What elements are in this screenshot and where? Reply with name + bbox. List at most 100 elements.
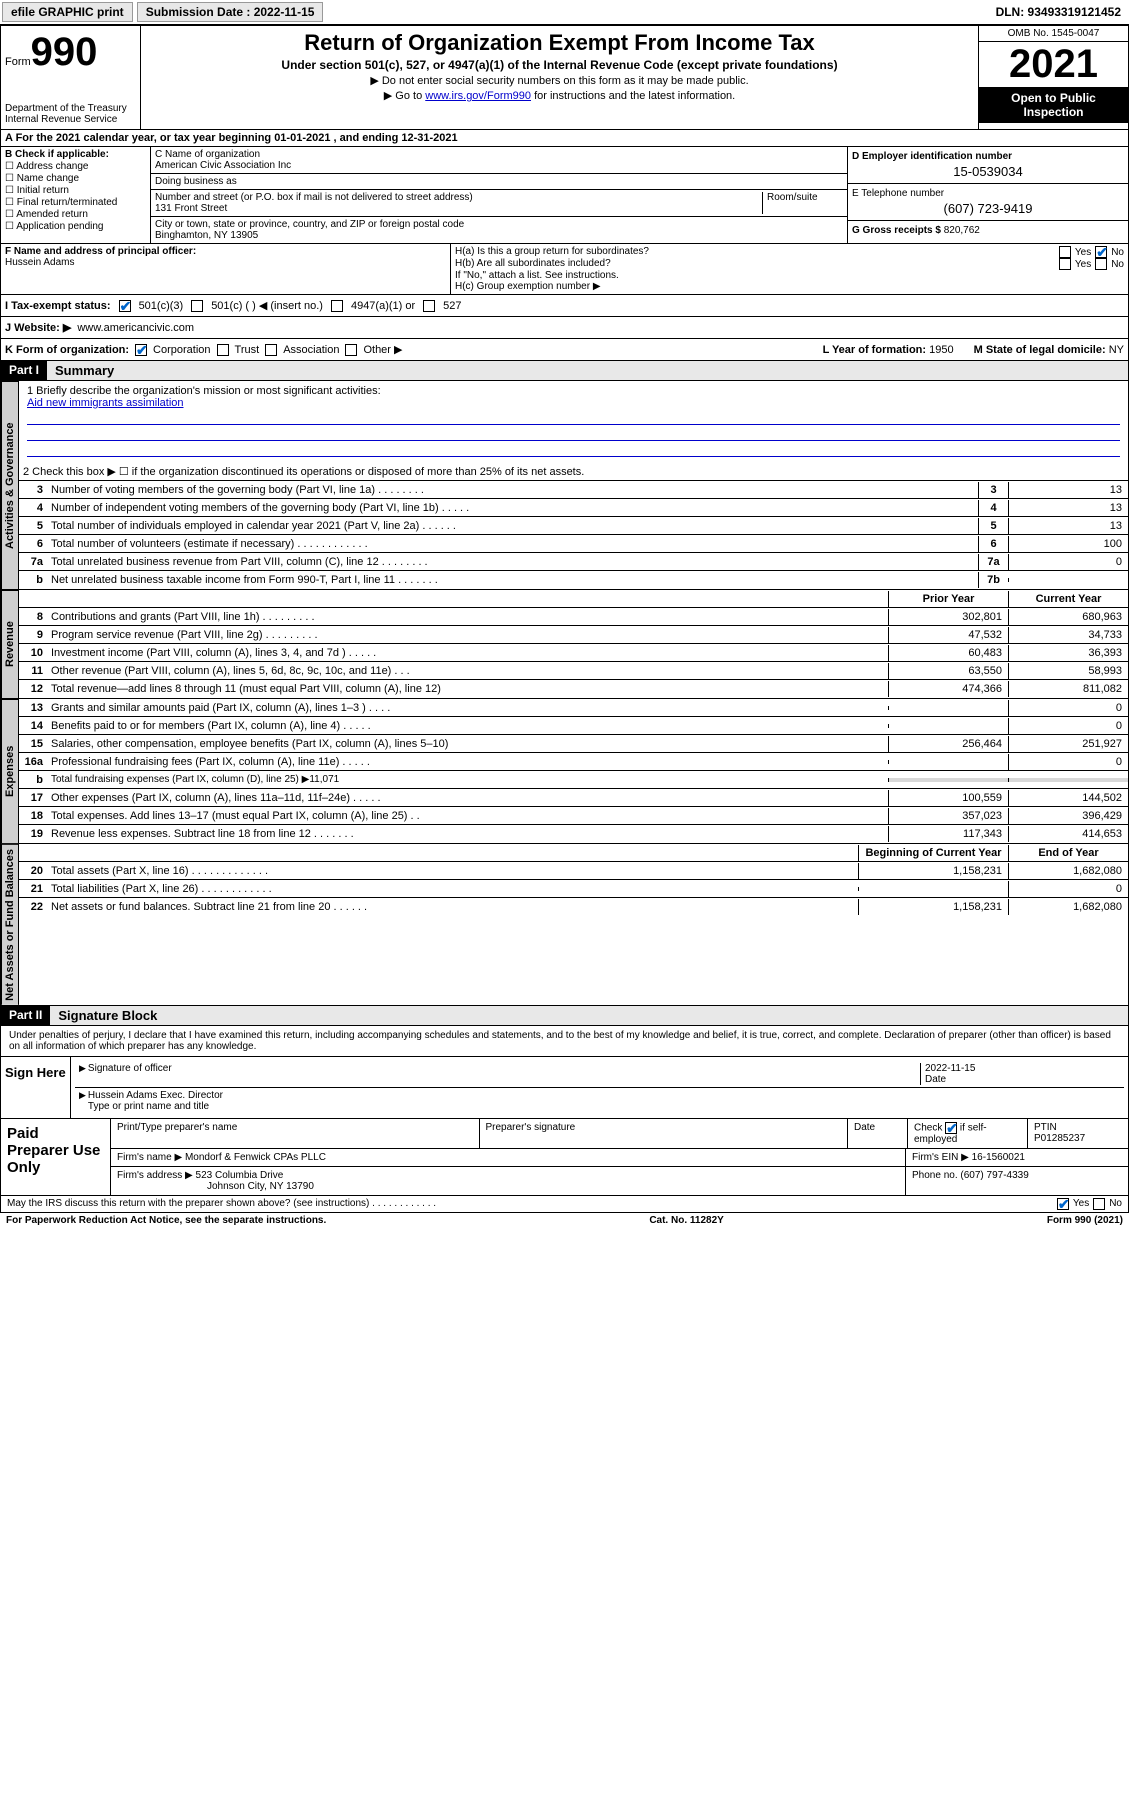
chk-527[interactable] xyxy=(423,300,435,312)
form990-link[interactable]: www.irs.gov/Form990 xyxy=(425,90,531,102)
p22: 1,158,231 xyxy=(858,899,1008,915)
public-inspection-badge: Open to Public Inspection xyxy=(979,87,1128,123)
hb-no-label: No xyxy=(1111,259,1124,270)
chk-assoc[interactable] xyxy=(265,344,277,356)
c19: 414,653 xyxy=(1008,826,1128,842)
firm-addr1: 523 Columbia Drive xyxy=(196,1170,284,1181)
form-subtitle: Under section 501(c), 527, or 4947(a)(1)… xyxy=(149,58,970,72)
chk-4947[interactable] xyxy=(331,300,343,312)
chk-other[interactable] xyxy=(345,344,357,356)
hdr-begin: Beginning of Current Year xyxy=(858,845,1008,861)
blank xyxy=(47,851,858,855)
d10: Investment income (Part VIII, column (A)… xyxy=(47,645,888,661)
chk-self-employed[interactable] xyxy=(945,1122,957,1134)
lbl-501c: 501(c) ( ) ◀ (insert no.) xyxy=(211,299,323,312)
chk-amended[interactable]: ☐ Amended return xyxy=(5,209,146,220)
hdr-prior: Prior Year xyxy=(888,591,1008,607)
state-label: M State of legal domicile: xyxy=(974,344,1106,356)
org-name: American Civic Association Inc xyxy=(155,160,843,171)
chk-initial[interactable]: ☐ Initial return xyxy=(5,185,146,196)
d7b: Net unrelated business taxable income fr… xyxy=(47,572,978,588)
hdr-current: Current Year xyxy=(1008,591,1128,607)
chk-pending[interactable]: ☐ Application pending xyxy=(5,221,146,232)
b5: 5 xyxy=(978,518,1008,534)
n12: 12 xyxy=(19,683,47,695)
note2-pre: ▶ Go to xyxy=(384,90,425,102)
block-h: H(a) Is this a group return for subordin… xyxy=(451,244,1128,294)
korg-row: K Form of organization: Corporation Trus… xyxy=(0,339,1129,361)
governance-section: Activities & Governance 1 Briefly descri… xyxy=(0,381,1129,590)
uline xyxy=(27,443,1120,457)
n18: 18 xyxy=(19,810,47,822)
chk-501c[interactable] xyxy=(191,300,203,312)
phone-value: (607) 723-9419 xyxy=(852,201,1124,216)
p9: 47,532 xyxy=(888,627,1008,643)
uline xyxy=(27,411,1120,425)
n16b: b xyxy=(19,774,47,786)
tax-status-label: I Tax-exempt status: xyxy=(5,300,111,312)
chk-final[interactable]: ☐ Final return/terminated xyxy=(5,197,146,208)
part1-title: Summary xyxy=(47,361,1128,380)
mission-link[interactable]: Aid new immigrants assimilation xyxy=(27,397,184,409)
prep-hdr-row: Print/Type preparer's name Preparer's si… xyxy=(111,1119,1128,1149)
block-b-title: B Check if applicable: xyxy=(5,149,109,160)
discuss-q: May the IRS discuss this return with the… xyxy=(7,1198,436,1210)
phone-label: E Telephone number xyxy=(852,188,944,199)
c12: 811,082 xyxy=(1008,681,1128,697)
p10: 60,483 xyxy=(888,645,1008,661)
org-name-row: C Name of organization American Civic As… xyxy=(151,147,847,174)
d15: Salaries, other compensation, employee b… xyxy=(47,736,888,752)
dba-row: Doing business as xyxy=(151,174,847,190)
lbl-527: 527 xyxy=(443,300,461,312)
p12: 474,366 xyxy=(888,681,1008,697)
b4: 4 xyxy=(978,500,1008,516)
sig-name-label: Type or print name and title xyxy=(88,1101,209,1112)
addr-label: Number and street (or P.O. box if mail i… xyxy=(155,192,758,203)
org-name-label: C Name of organization xyxy=(155,149,843,160)
n11: 11 xyxy=(19,665,47,677)
p18: 357,023 xyxy=(888,808,1008,824)
chk-address[interactable]: ☐ Address change xyxy=(5,161,146,172)
ha-no[interactable] xyxy=(1095,246,1107,258)
n20: 20 xyxy=(19,865,47,877)
discuss-no[interactable] xyxy=(1093,1198,1105,1210)
d21: Total liabilities (Part X, line 26) . . … xyxy=(47,881,858,897)
p20: 1,158,231 xyxy=(858,863,1008,879)
n15: 15 xyxy=(19,738,47,750)
line2: 2 Check this box ▶ ☐ if the organization… xyxy=(19,463,1128,480)
d6: Total number of volunteers (estimate if … xyxy=(47,536,978,552)
chk-name[interactable]: ☐ Name change xyxy=(5,173,146,184)
expenses-section: Expenses 13Grants and similar amounts pa… xyxy=(0,699,1129,844)
p14 xyxy=(888,724,1008,728)
hb-no[interactable] xyxy=(1095,258,1107,270)
firm-phone-label: Phone no. xyxy=(912,1170,958,1181)
form-ref: Form 990 (2021) xyxy=(1047,1215,1123,1226)
ha-yes[interactable] xyxy=(1059,246,1071,258)
year-form-value: 1950 xyxy=(929,344,953,356)
c17: 144,502 xyxy=(1008,790,1128,806)
gross-value: 820,762 xyxy=(944,225,980,236)
city-value: Binghamton, NY 13905 xyxy=(155,230,843,241)
p21 xyxy=(858,887,1008,891)
prep-addr-row: Firm's address ▶ 523 Columbia DriveJohns… xyxy=(111,1167,1128,1195)
c20: 1,682,080 xyxy=(1008,863,1128,879)
chk-corp[interactable] xyxy=(135,344,147,356)
hb-yes[interactable] xyxy=(1059,258,1071,270)
efile-button[interactable]: efile GRAPHIC print xyxy=(2,2,133,22)
addr-row: Number and street (or P.O. box if mail i… xyxy=(151,190,847,217)
ptin-value: P01285237 xyxy=(1034,1133,1085,1144)
discuss-yes[interactable] xyxy=(1057,1198,1069,1210)
d13: Grants and similar amounts paid (Part IX… xyxy=(47,700,888,716)
n8: 8 xyxy=(19,611,47,623)
firm-value: Mondorf & Fenwick CPAs PLLC xyxy=(185,1152,326,1163)
b3: 3 xyxy=(978,482,1008,498)
ha-label: H(a) Is this a group return for subordin… xyxy=(455,246,1059,258)
ptin-label: PTIN xyxy=(1034,1122,1057,1133)
v6: 100 xyxy=(1008,536,1128,552)
chk-trust[interactable] xyxy=(217,344,229,356)
chk-501c3[interactable] xyxy=(119,300,131,312)
n6: 6 xyxy=(19,538,47,550)
vtab-revenue: Revenue xyxy=(1,590,19,698)
part1-header: Part I Summary xyxy=(0,361,1129,381)
form-word: Form xyxy=(5,56,31,68)
